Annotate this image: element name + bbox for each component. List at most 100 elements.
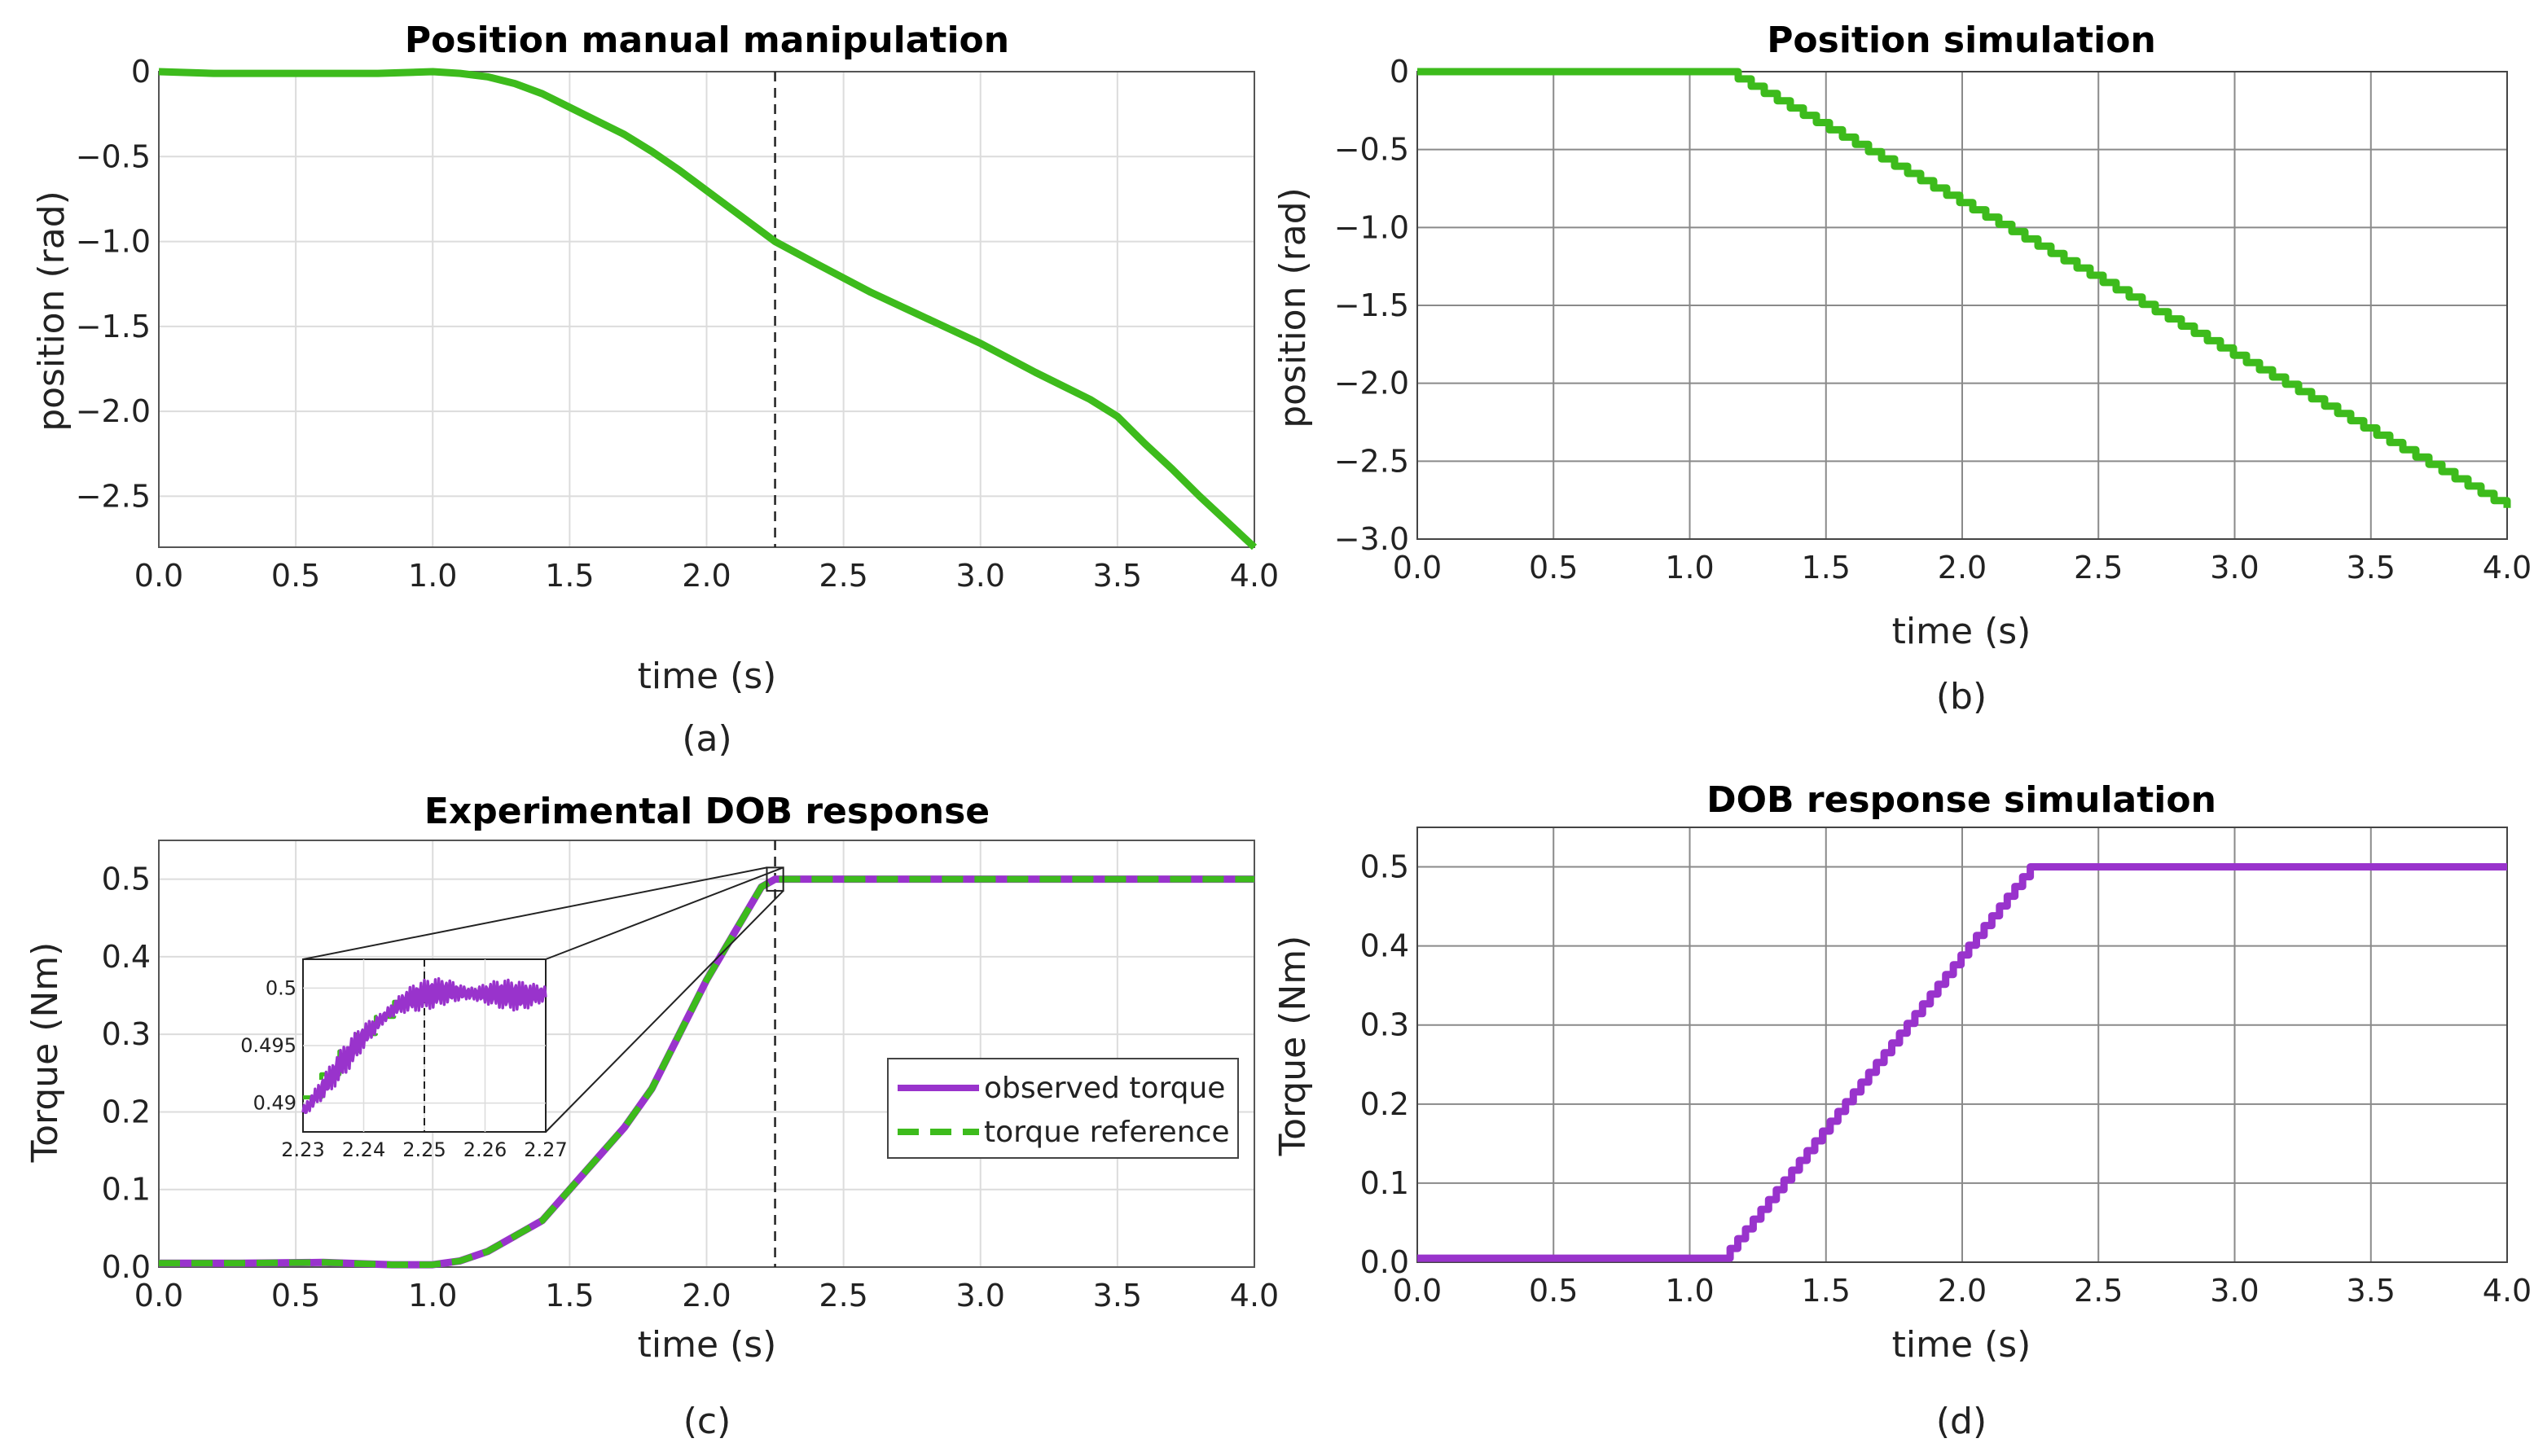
panel-d: DOB response simulation time (s) Torque … — [1272, 779, 2532, 1442]
panel-c-xlabel: time (s) — [638, 1324, 777, 1366]
panel-b-ytick-label: −1.5 — [1334, 287, 1409, 323]
panel-a-xtick-label: 2.5 — [819, 558, 867, 594]
panel-d-xtick-label: 1.0 — [1665, 1273, 1714, 1309]
panel-b-xtick-label: 2.0 — [1938, 550, 1987, 585]
panel-c-xtick-label: 1.0 — [408, 1278, 457, 1313]
panel-c-xtick-label: 2.5 — [819, 1278, 867, 1313]
panel-b-xtick-label: 0.0 — [1393, 550, 1442, 585]
panel-d-xtick-label: 1.5 — [1802, 1273, 1851, 1309]
panel-d-ytick-label: 0.3 — [1360, 1007, 1409, 1043]
panel-c-series-torque-reference — [159, 875, 1254, 1269]
panel-b-xtick-label: 3.0 — [2210, 550, 2259, 585]
panel-c-xtick-label: 0.5 — [271, 1278, 320, 1313]
panel-a-ylabel: position (rad) — [31, 191, 72, 432]
panel-d-ytick-label: 0.4 — [1360, 928, 1409, 964]
panel-a-xtick-label: 0.5 — [271, 558, 320, 594]
panel-b-xtick-label: 4.0 — [2483, 550, 2532, 585]
panel-c-axes-frame — [158, 840, 1255, 1268]
panel-d-caption: (d) — [1936, 1401, 1987, 1442]
panel-d-ytick-label: 0.0 — [1360, 1244, 1409, 1280]
panel-a-xlabel: time (s) — [638, 656, 777, 697]
panel-d-xlabel: time (s) — [1892, 1324, 2031, 1366]
panel-c-zoom-connector — [545, 866, 784, 960]
panel-c-ytick-label: 0.5 — [102, 862, 151, 897]
panel-c-xtick-label: 3.0 — [956, 1278, 1005, 1313]
panel-b-caption: (b) — [1936, 676, 1987, 717]
panel-a-axes-frame — [158, 71, 1255, 548]
panel-a-ytick-label: 0 — [131, 54, 151, 90]
panel-c-xtick-label: 4.0 — [1230, 1278, 1279, 1313]
panel-a-ytick-label: −2.5 — [76, 478, 151, 514]
panel-b-series-position — [1417, 68, 2511, 508]
panel-b-axes-frame — [1416, 71, 2508, 540]
panel-c-zoom-box — [766, 866, 784, 892]
panel-d-xtick-label: 3.5 — [2347, 1273, 2396, 1309]
panel-c-legend-label: torque reference — [984, 1116, 1229, 1149]
panel-a-xtick-label: 2.0 — [682, 558, 731, 594]
panel-b-ytick-label: −2.5 — [1334, 443, 1409, 479]
panel-a-xtick-label: 3.5 — [1093, 558, 1142, 594]
panel-a-ytick-label: −0.5 — [76, 138, 151, 174]
panel-d-ytick-label: 0.5 — [1360, 849, 1409, 885]
panel-c-xtick-label: 3.5 — [1093, 1278, 1142, 1313]
panel-a: Position manual manipulation time (s) po… — [31, 20, 1279, 760]
panel-c-inset-xtick-label: 2.25 — [402, 1138, 446, 1161]
panel-d-series-torque — [1417, 863, 2507, 1262]
panel-b-ytick-label: −0.5 — [1334, 132, 1409, 168]
panel-d-ylabel: Torque (Nm) — [1272, 936, 1314, 1157]
panel-d-xtick-label: 3.0 — [2210, 1273, 2259, 1309]
panel-d-xtick-label: 4.0 — [2483, 1273, 2532, 1309]
panel-d-title: DOB response simulation — [1706, 779, 2216, 821]
panel-b-xtick-label: 1.5 — [1802, 550, 1851, 585]
panel-c-ylabel: Torque (Nm) — [24, 942, 66, 1164]
panel-b-ytick-label: 0 — [1390, 54, 1409, 90]
panel-a-xtick-label: 0.0 — [134, 558, 183, 594]
panel-a-xtick-label: 4.0 — [1230, 558, 1279, 594]
panel-c-xtick-label: 0.0 — [134, 1278, 183, 1313]
panel-b-xtick-label: 3.5 — [2347, 550, 2396, 585]
panel-b-xtick-label: 1.0 — [1665, 550, 1714, 585]
panel-b-ytick-label: −3.0 — [1334, 521, 1409, 557]
panel-c-zoom-connector — [302, 866, 767, 960]
panel-a-title: Position manual manipulation — [405, 20, 1009, 61]
panel-b-ytick-label: −2.0 — [1334, 366, 1409, 401]
panel-c-inset-xtick-label: 2.27 — [524, 1138, 567, 1161]
panel-c-caption: (c) — [683, 1401, 731, 1442]
panel-c-ytick-label: 0.0 — [102, 1249, 151, 1285]
panel-c-inset-ytick-label: 0.49 — [253, 1092, 296, 1115]
panel-d-ytick-label: 0.1 — [1360, 1165, 1409, 1201]
panel-d-xtick-label: 0.5 — [1529, 1273, 1578, 1309]
panel-c-inset-series-observed-torque — [301, 976, 547, 1115]
panel-a-ytick-label: −1.0 — [76, 224, 151, 260]
panel-a-ytick-label: −1.5 — [76, 309, 151, 344]
panel-d-xtick-label: 2.5 — [2074, 1273, 2123, 1309]
panel-c-inset-ytick-label: 0.495 — [240, 1034, 296, 1057]
panel-c-xtick-label: 1.5 — [545, 1278, 594, 1313]
panel-c-legend — [887, 1058, 1239, 1159]
panel-c-ytick-label: 0.3 — [102, 1016, 151, 1052]
panel-a-ytick-label: −2.0 — [76, 393, 151, 429]
panel-c-ytick-label: 0.1 — [102, 1172, 151, 1208]
panel-b: Position simulation time (s) position (r… — [1272, 20, 2532, 717]
panel-a-xtick-label: 3.0 — [956, 558, 1005, 594]
panel-b-xtick-label: 0.5 — [1529, 550, 1578, 585]
panel-b-ytick-label: −1.0 — [1334, 209, 1409, 245]
panel-c: Experimental DOB response time (s) Torqu… — [24, 791, 1279, 1442]
panel-d-ytick-label: 0.2 — [1360, 1086, 1409, 1122]
panel-b-ylabel: position (rad) — [1272, 187, 1314, 428]
panel-c-title: Experimental DOB response — [424, 791, 990, 832]
panel-b-title: Position simulation — [1767, 20, 2156, 61]
panel-a-caption: (a) — [682, 718, 731, 760]
panel-b-xtick-label: 2.5 — [2074, 550, 2123, 585]
panel-c-ytick-label: 0.4 — [102, 939, 151, 975]
panel-c-inset-xtick-label: 2.23 — [281, 1138, 324, 1161]
panel-c-inset-xtick-label: 2.24 — [342, 1138, 385, 1161]
panel-a-xtick-label: 1.0 — [408, 558, 457, 594]
panel-c-legend-label: observed torque — [984, 1072, 1225, 1105]
panel-a-xtick-label: 1.5 — [545, 558, 594, 594]
panel-a-series-position — [158, 68, 1258, 550]
panel-c-zoom-connector — [545, 890, 784, 1133]
panel-d-axes-frame — [1416, 827, 2508, 1263]
panel-c-ytick-label: 0.2 — [102, 1094, 151, 1129]
